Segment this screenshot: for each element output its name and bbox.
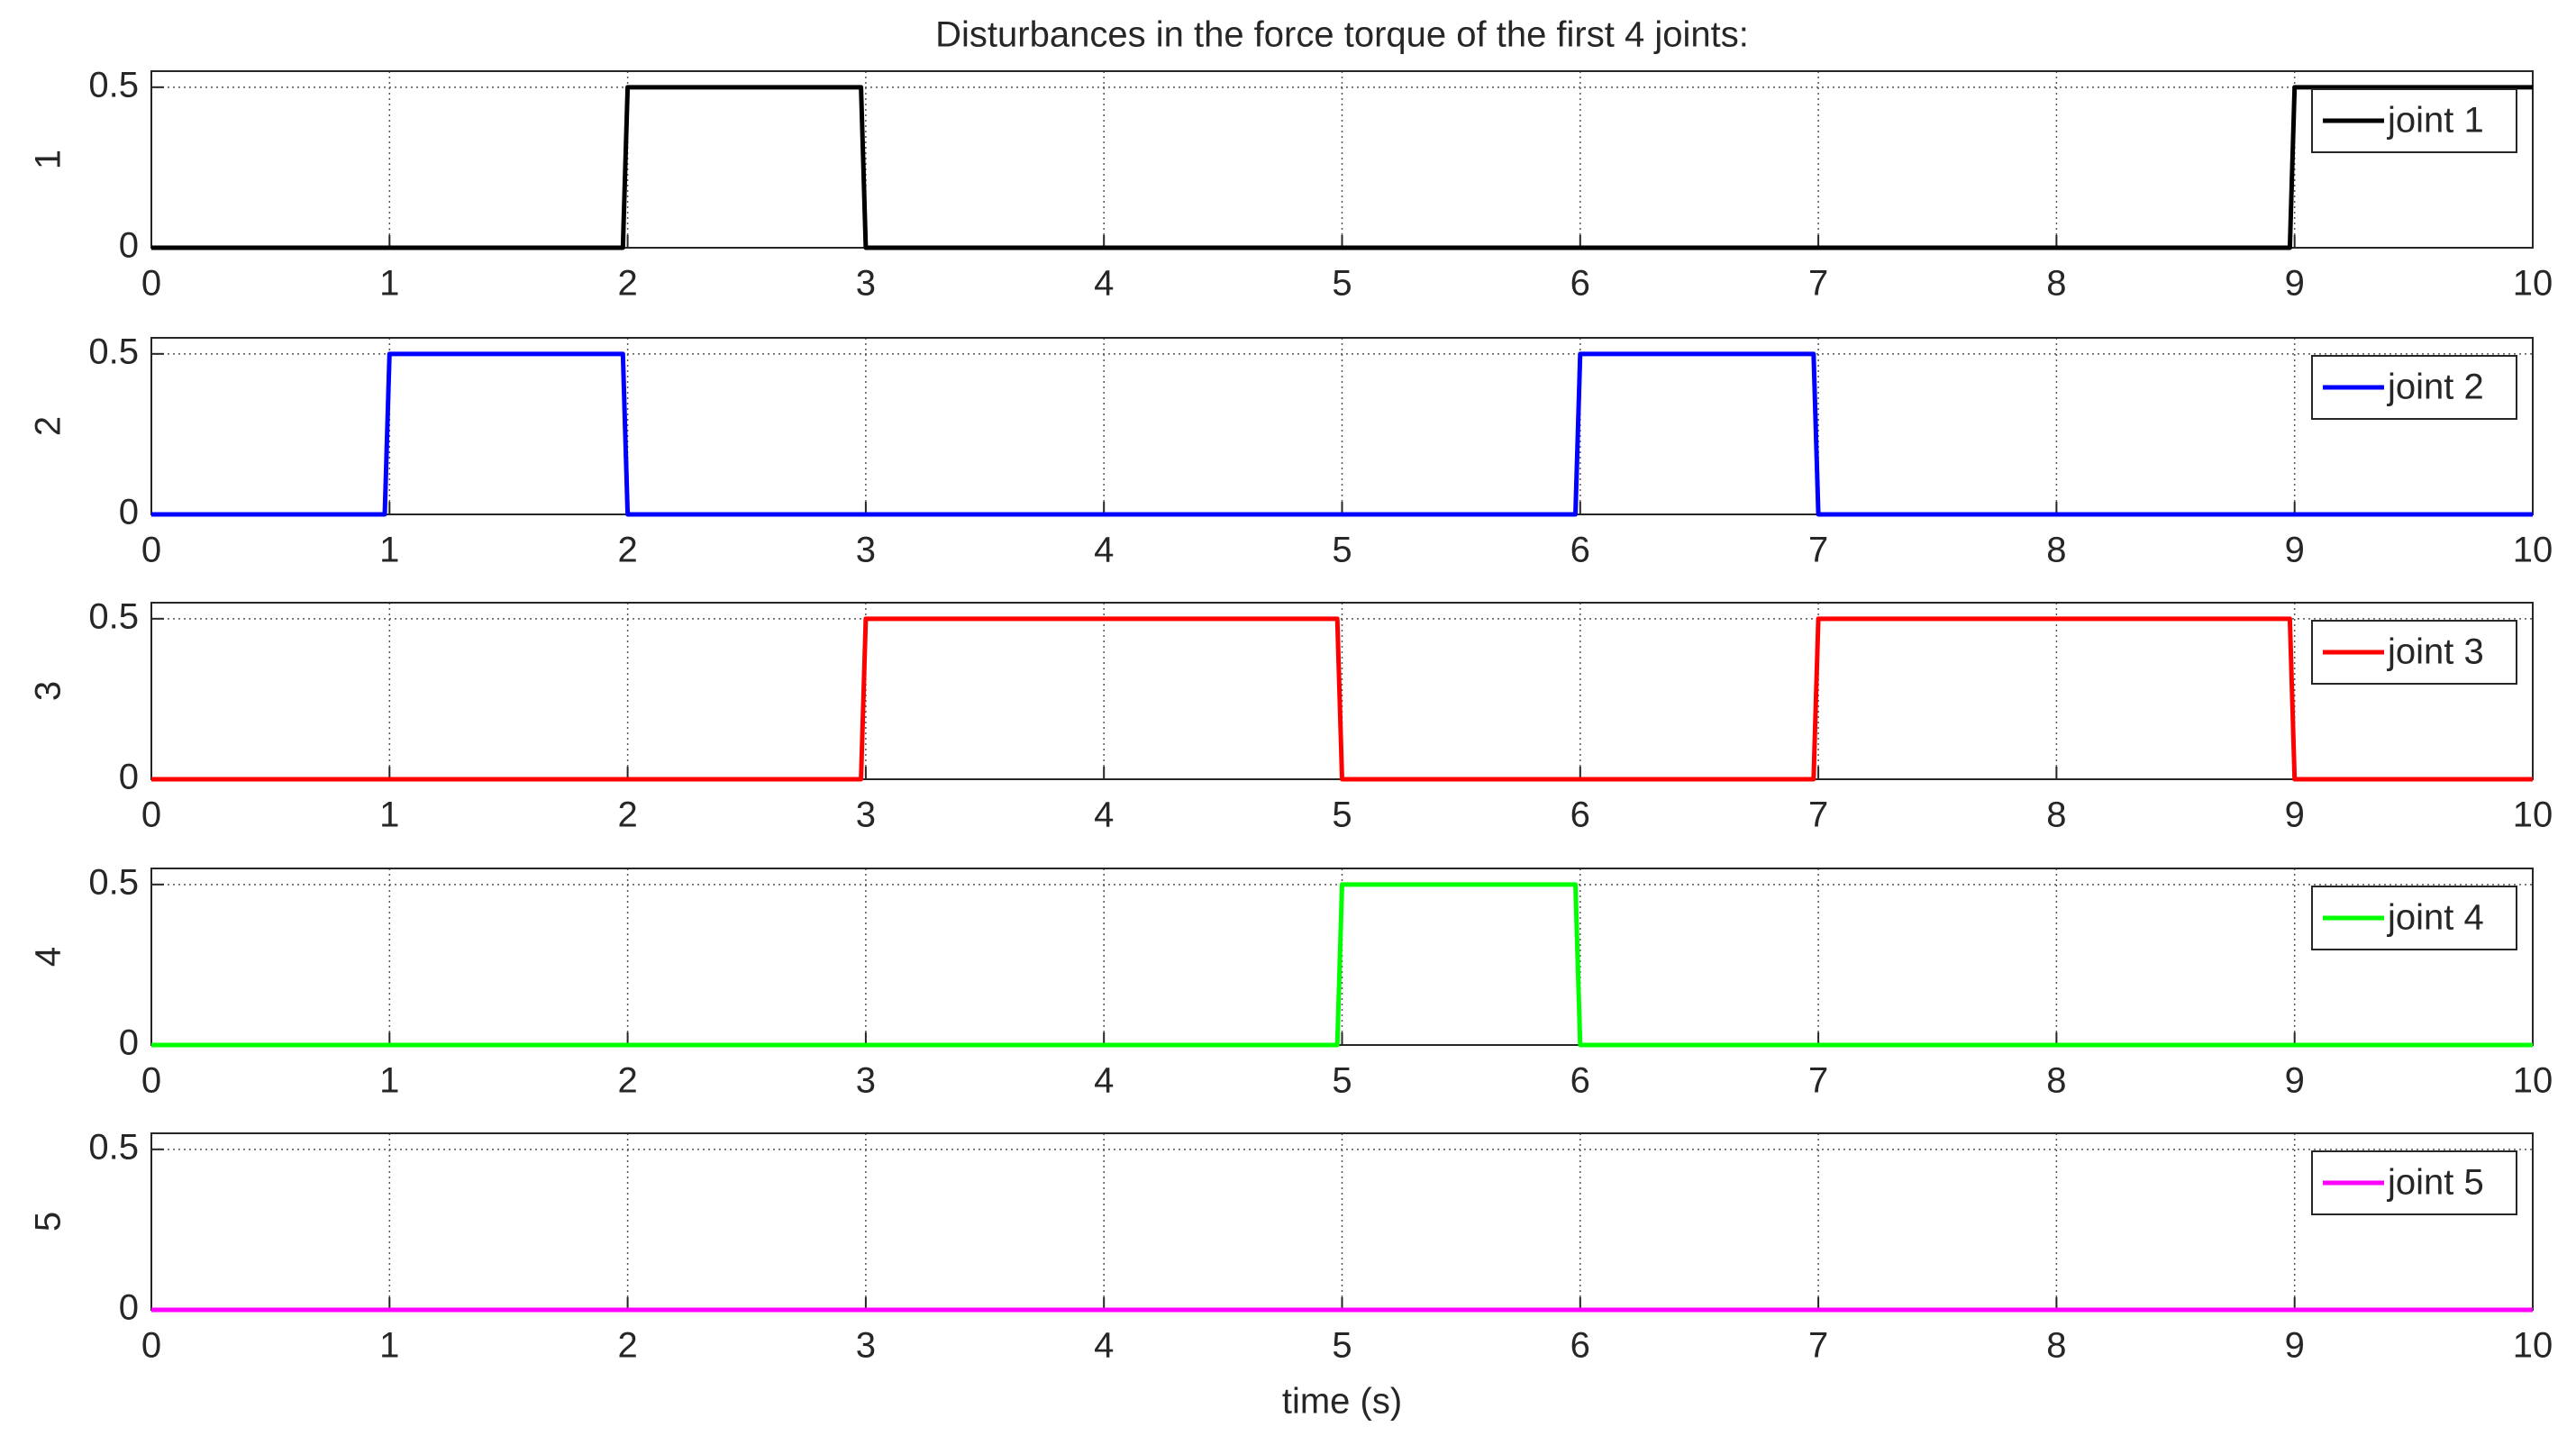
x-tick-label: 7	[1808, 1326, 1828, 1366]
x-tick-label: 9	[2285, 1326, 2305, 1366]
x-tick-label: 6	[1570, 1061, 1590, 1101]
x-tick-label: 10	[2513, 531, 2553, 570]
y-axis-label: 3	[29, 681, 68, 701]
x-tick-label: 10	[2513, 264, 2553, 304]
y-tick-label: 0.5	[88, 332, 139, 371]
x-tick-label: 7	[1808, 531, 1828, 570]
data-line	[151, 351, 2533, 517]
y-tick-label: 0	[119, 493, 139, 532]
y-axis-label: 2	[29, 416, 68, 436]
x-tick-label: 6	[1570, 795, 1590, 835]
y-axis-label: 5	[29, 1212, 68, 1231]
x-tick-label: 0	[141, 264, 161, 304]
x-tick-label: 5	[1332, 1061, 1352, 1101]
x-tick-label: 4	[1094, 795, 1114, 835]
y-tick-label: 0	[119, 1288, 139, 1328]
x-tick-label: 3	[856, 531, 876, 570]
x-tick-label: 8	[2046, 531, 2066, 570]
x-tick-label: 0	[141, 1326, 161, 1366]
y-tick-label: 0	[119, 758, 139, 797]
x-tick-label: 4	[1094, 1061, 1114, 1101]
y-axis-label: 1	[29, 150, 68, 169]
data-line	[151, 882, 2533, 1048]
x-tick-label: 9	[2285, 1061, 2305, 1101]
legend-label: joint 1	[2387, 101, 2484, 141]
y-tick-label: 0.5	[88, 862, 139, 902]
x-tick-label: 0	[141, 531, 161, 570]
y-tick-label: 0.5	[88, 596, 139, 636]
x-tick-label: 9	[2285, 795, 2305, 835]
chart-title: Disturbances in the force torque of the …	[935, 15, 1749, 55]
x-tick-label: 3	[856, 264, 876, 304]
x-tick-label: 4	[1094, 1326, 1114, 1366]
axes-box	[150, 868, 2534, 1046]
y-tick-label: 0.5	[88, 65, 139, 105]
x-tick-label: 3	[856, 1061, 876, 1101]
x-tick-label: 2	[617, 795, 637, 835]
x-tick-label: 8	[2046, 795, 2066, 835]
x-tick-label: 1	[379, 1326, 399, 1366]
x-axis-label: time (s)	[1282, 1382, 1402, 1422]
x-tick-label: 9	[2285, 531, 2305, 570]
legend-label: joint 5	[2387, 1163, 2484, 1203]
data-line	[151, 616, 2533, 782]
x-tick-label: 2	[617, 264, 637, 304]
y-tick-label: 0	[119, 226, 139, 266]
x-tick-label: 3	[856, 795, 876, 835]
x-tick-label: 5	[1332, 1326, 1352, 1366]
x-tick-label: 5	[1332, 795, 1352, 835]
x-tick-label: 7	[1808, 795, 1828, 835]
x-tick-label: 4	[1094, 264, 1114, 304]
x-tick-label: 2	[617, 1061, 637, 1101]
y-tick-label: 0	[119, 1023, 139, 1063]
x-tick-label: 4	[1094, 531, 1114, 570]
x-tick-label: 0	[141, 1061, 161, 1101]
x-tick-label: 1	[379, 1061, 399, 1101]
x-tick-label: 1	[379, 795, 399, 835]
x-tick-label: 2	[617, 1326, 637, 1366]
data-line	[151, 85, 2533, 250]
legend-label: joint 2	[2387, 368, 2484, 407]
x-tick-label: 10	[2513, 1326, 2553, 1366]
x-tick-label: 3	[856, 1326, 876, 1366]
x-tick-label: 8	[2046, 1326, 2066, 1366]
x-tick-label: 7	[1808, 1061, 1828, 1101]
x-tick-label: 9	[2285, 264, 2305, 304]
x-tick-label: 5	[1332, 264, 1352, 304]
x-tick-label: 7	[1808, 264, 1828, 304]
x-tick-label: 0	[141, 795, 161, 835]
x-tick-label: 5	[1332, 531, 1352, 570]
x-tick-label: 10	[2513, 795, 2553, 835]
y-tick-label: 0.5	[88, 1127, 139, 1167]
x-tick-label: 1	[379, 531, 399, 570]
x-tick-label: 1	[379, 264, 399, 304]
x-tick-label: 2	[617, 531, 637, 570]
x-tick-label: 6	[1570, 531, 1590, 570]
x-tick-label: 10	[2513, 1061, 2553, 1101]
x-tick-label: 6	[1570, 264, 1590, 304]
x-tick-label: 6	[1570, 1326, 1590, 1366]
x-tick-label: 8	[2046, 264, 2066, 304]
legend-label: joint 4	[2387, 898, 2484, 938]
x-tick-label: 8	[2046, 1061, 2066, 1101]
legend-label: joint 3	[2387, 632, 2484, 672]
y-axis-label: 4	[29, 947, 68, 967]
